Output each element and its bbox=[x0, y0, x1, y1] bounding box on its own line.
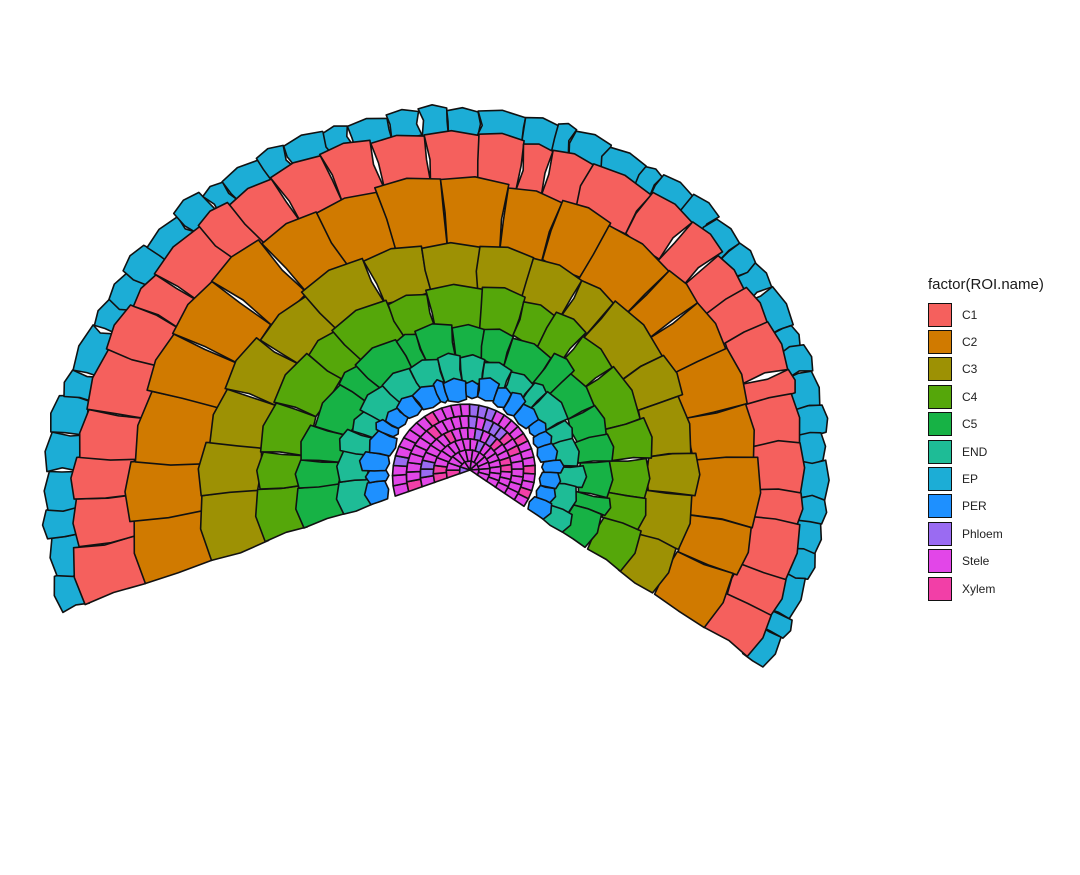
legend-key-per bbox=[928, 494, 952, 519]
legend-label: C2 bbox=[962, 335, 978, 350]
legend-item-ep: EP bbox=[928, 465, 1073, 492]
legend-key-c4 bbox=[928, 384, 952, 409]
cell-per bbox=[540, 459, 565, 474]
cell-c3 bbox=[645, 452, 701, 497]
cell-per bbox=[538, 471, 562, 490]
legend-key-ep bbox=[928, 467, 952, 492]
cell-per bbox=[363, 479, 390, 506]
cell-per bbox=[375, 418, 400, 438]
cell-c5 bbox=[294, 459, 343, 489]
cell-per bbox=[358, 450, 391, 472]
cell-c3 bbox=[197, 441, 263, 497]
legend: factor(ROI.name) C1 C2 C3 C4 C5 END EP PER Phloe… bbox=[928, 276, 1073, 602]
cell-per bbox=[502, 391, 527, 417]
legend-key-stele bbox=[928, 549, 952, 574]
legend-key-xylem bbox=[928, 576, 952, 601]
cell-ep bbox=[385, 108, 423, 140]
cell-per bbox=[527, 495, 553, 521]
cell-per bbox=[442, 377, 468, 404]
legend-key-phloem bbox=[928, 521, 952, 546]
legend-title: factor(ROI.name) bbox=[928, 276, 1044, 293]
cell-stele bbox=[469, 468, 481, 476]
legend-label: EP bbox=[962, 472, 979, 487]
cell-stele bbox=[391, 464, 408, 477]
cell-per bbox=[364, 469, 390, 484]
legend-items: C1 C2 C3 C4 C5 END EP PER Phloem Stele Xylem bbox=[928, 301, 1073, 602]
cell-stele bbox=[405, 470, 422, 483]
cell-phloem bbox=[419, 468, 436, 479]
cell-map-cells bbox=[41, 104, 830, 668]
legend-key-c2 bbox=[928, 330, 952, 355]
cell-xylem bbox=[445, 469, 462, 479]
legend-label: C4 bbox=[962, 389, 978, 404]
legend-label: C5 bbox=[962, 417, 978, 432]
cell-stele bbox=[391, 473, 408, 487]
legend-label: END bbox=[962, 444, 988, 459]
legend-item-c2: C2 bbox=[928, 328, 1073, 355]
cell-map-plot bbox=[41, 104, 830, 668]
legend-label: C1 bbox=[962, 307, 978, 322]
legend-item-per: PER bbox=[928, 493, 1073, 520]
legend-item-c1: C1 bbox=[928, 301, 1073, 328]
legend-item-c5: C5 bbox=[928, 411, 1073, 438]
legend-key-c5 bbox=[928, 412, 952, 437]
cell-stele bbox=[458, 415, 470, 429]
legend-key-end bbox=[928, 439, 952, 464]
legend-label: Phloem bbox=[962, 526, 1003, 541]
cell-c2 bbox=[439, 176, 510, 253]
legend-item-c3: C3 bbox=[928, 356, 1073, 383]
cell-c1 bbox=[423, 129, 482, 185]
cell-per bbox=[476, 377, 501, 402]
legend-item-phloem: Phloem bbox=[928, 520, 1073, 547]
cell-per bbox=[536, 442, 559, 464]
legend-label: Xylem bbox=[962, 581, 996, 596]
legend-label: C3 bbox=[962, 362, 978, 377]
legend-item-end: END bbox=[928, 438, 1073, 465]
cell-per bbox=[464, 379, 480, 400]
legend-label: PER bbox=[962, 499, 987, 514]
legend-item-xylem: Xylem bbox=[928, 575, 1073, 602]
legend-label: Stele bbox=[962, 554, 990, 569]
cell-per bbox=[432, 378, 450, 404]
cell-stele bbox=[459, 403, 471, 417]
legend-key-c3 bbox=[928, 357, 952, 382]
legend-key-c1 bbox=[928, 302, 952, 327]
cell-stele bbox=[510, 460, 525, 471]
cell-c2 bbox=[124, 458, 211, 523]
legend-item-c4: C4 bbox=[928, 383, 1073, 410]
legend-item-stele: Stele bbox=[928, 548, 1073, 575]
